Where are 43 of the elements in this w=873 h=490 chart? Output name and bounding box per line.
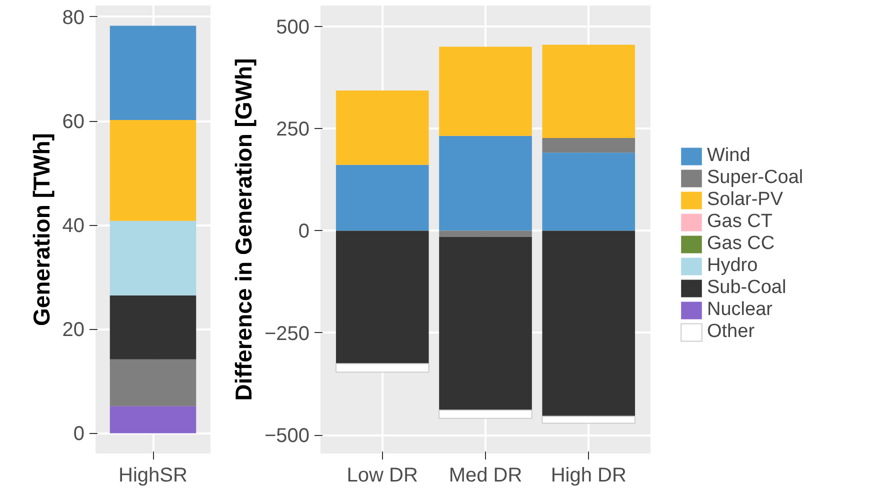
x-tick-label: Med DR (448, 464, 522, 486)
y-tick-label: 500 (276, 16, 310, 38)
bar (336, 230, 429, 364)
y-axis-title: Generation [TWh] (28, 133, 54, 326)
bar (542, 152, 636, 231)
x-tick-label: HighSR (118, 464, 188, 486)
bar (110, 359, 196, 406)
y-tick-label: 0 (298, 220, 310, 243)
bar (110, 120, 196, 221)
bar (336, 90, 429, 165)
legend-label: Super-Coal (707, 167, 804, 189)
y-tick-label: 80 (62, 6, 85, 29)
x-tick-label: High DR (550, 464, 626, 486)
bar (439, 136, 532, 231)
legend-label: Other (707, 321, 755, 343)
legend-label: Gas CT (707, 211, 772, 233)
y-tick-label: 60 (62, 111, 85, 134)
bar (336, 164, 429, 231)
legend-label: Sub-Coal (707, 277, 786, 299)
bar (439, 236, 532, 410)
y-tick-label: 250 (276, 118, 310, 141)
x-tick-label: Low DR (346, 464, 418, 486)
y-tick-label: 20 (62, 319, 85, 342)
bar (542, 138, 636, 153)
y-tick-label: 40 (62, 215, 85, 238)
bar (439, 46, 532, 136)
legend-label: Wind (707, 145, 750, 167)
y-axis-title: Difference in Generation [GWh] (230, 58, 256, 401)
legend-label: Hydro (707, 255, 758, 277)
legend-label: Gas CC (707, 233, 775, 255)
bar (110, 295, 196, 360)
bar (439, 230, 532, 237)
bar (110, 220, 196, 296)
y-tick-label: 0 (73, 423, 84, 446)
legend-label: Solar-PV (707, 189, 784, 211)
bar (542, 230, 636, 416)
bar (438, 410, 532, 419)
y-tick-label: −250 (264, 322, 310, 345)
y-tick-label: −500 (264, 425, 310, 448)
bar (542, 44, 636, 138)
bar (110, 26, 196, 120)
bar (110, 406, 196, 434)
legend-label: Nuclear (707, 299, 772, 321)
